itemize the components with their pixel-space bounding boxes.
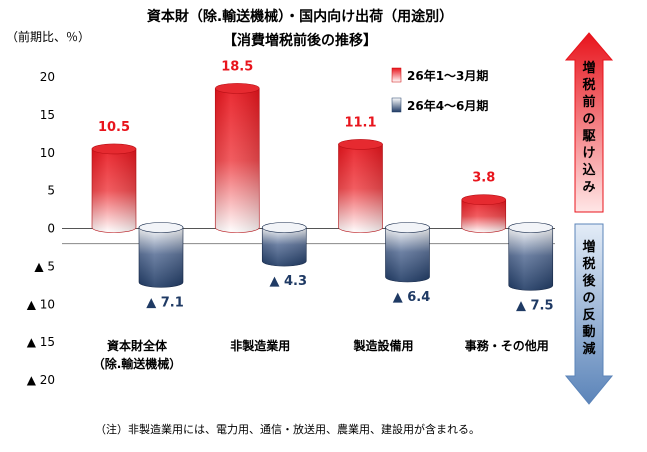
bar-shade <box>139 227 183 288</box>
y-tick-label: ▲ 20 <box>27 373 55 387</box>
bar <box>338 139 383 233</box>
data-label: ▲ 4.3 <box>269 274 307 289</box>
data-label: 11.1 <box>344 115 376 130</box>
arrow-char: 減 <box>582 341 595 357</box>
data-label: ▲ 7.5 <box>516 298 554 313</box>
up-arrow-text: 増税前の駆け込み <box>582 60 596 195</box>
legend-label-q2: 26年4～6月期 <box>407 98 488 113</box>
bar-shade <box>461 199 506 233</box>
legend: 26年1～3月期 26年4～6月期 <box>391 67 488 113</box>
down-arrow-text: 増税後の反動減 <box>582 239 596 357</box>
chart-subtitle: 【消費増税前後の推移】 <box>223 32 377 49</box>
category-label: （除.輸送機械） <box>93 356 182 371</box>
category-label: 資本財全体 <box>107 338 168 353</box>
data-label: 18.5 <box>221 59 253 74</box>
arrow-char: 前 <box>582 94 595 110</box>
data-label: 3.8 <box>472 171 495 186</box>
y-tick-label: 0 <box>47 222 55 236</box>
arrow-char: 反 <box>582 307 595 323</box>
bar <box>385 222 430 283</box>
y-tick-label: 10 <box>40 146 55 160</box>
bar <box>508 222 554 291</box>
bar <box>91 143 137 233</box>
arrow-char: み <box>582 180 595 195</box>
legend-swatch-q1 <box>391 67 402 83</box>
bar-shade <box>385 227 430 282</box>
category-label: 製造設備用 <box>352 338 413 353</box>
y-tick-label: 15 <box>40 108 55 122</box>
bar-shade <box>262 227 307 267</box>
bar-shade <box>215 88 260 233</box>
arrow-char: の <box>582 291 595 306</box>
arrow-char: 税 <box>582 256 595 272</box>
data-label: ▲ 6.4 <box>393 290 431 305</box>
bar-cap <box>91 143 137 155</box>
down-arrow: 増税後の反動減 <box>564 223 614 405</box>
unit-label: （前期比、％） <box>6 29 90 44</box>
chart-title: 資本財（除.輸送機械）・国内向け出荷（用途別） <box>147 8 453 25</box>
arrow-char: 増 <box>582 239 595 255</box>
arrow-char: 後 <box>582 273 596 289</box>
footnote: （注）非製造業用には、電力用、通信・放送用、農業用、建設用が含まれる。 <box>95 422 480 436</box>
bar-shade <box>92 148 136 233</box>
y-tick-label: 20 <box>40 70 55 84</box>
data-label: ▲ 7.1 <box>146 295 184 310</box>
y-tick-label: ▲ 15 <box>27 335 55 349</box>
bar-cap <box>138 222 184 233</box>
bar-cap <box>385 222 430 233</box>
arrow-char: 込 <box>582 162 596 178</box>
arrow-char: の <box>582 112 595 127</box>
arrow-char: 増 <box>582 60 595 76</box>
category-label: 事務・その他用 <box>465 338 549 353</box>
bar <box>261 222 307 267</box>
arrow-char: 税 <box>582 77 595 93</box>
arrow-char: 動 <box>582 324 595 340</box>
bar-cap <box>214 83 260 94</box>
legend-swatch-q2 <box>391 97 402 113</box>
y-tick-label: ▲ 10 <box>27 297 55 311</box>
arrow-char: 駆 <box>582 129 595 144</box>
y-tick-label: ▲ 5 <box>34 259 55 273</box>
bar-cap <box>338 139 383 150</box>
bar-shade <box>338 144 383 233</box>
category-label: 非製造業用 <box>230 338 290 353</box>
arrow-char: け <box>582 146 595 161</box>
bar-shade <box>508 227 553 291</box>
bar <box>461 194 507 233</box>
bar-cap <box>261 222 307 233</box>
up-arrow: 増税前の駆け込み <box>564 32 614 213</box>
bar <box>214 83 260 233</box>
bar <box>138 222 184 288</box>
data-label: 10.5 <box>98 120 130 135</box>
legend-label-q1: 26年1～3月期 <box>407 68 488 83</box>
bar-cap <box>461 194 507 206</box>
y-tick-label: 5 <box>47 184 55 198</box>
bar-cap <box>508 222 554 233</box>
